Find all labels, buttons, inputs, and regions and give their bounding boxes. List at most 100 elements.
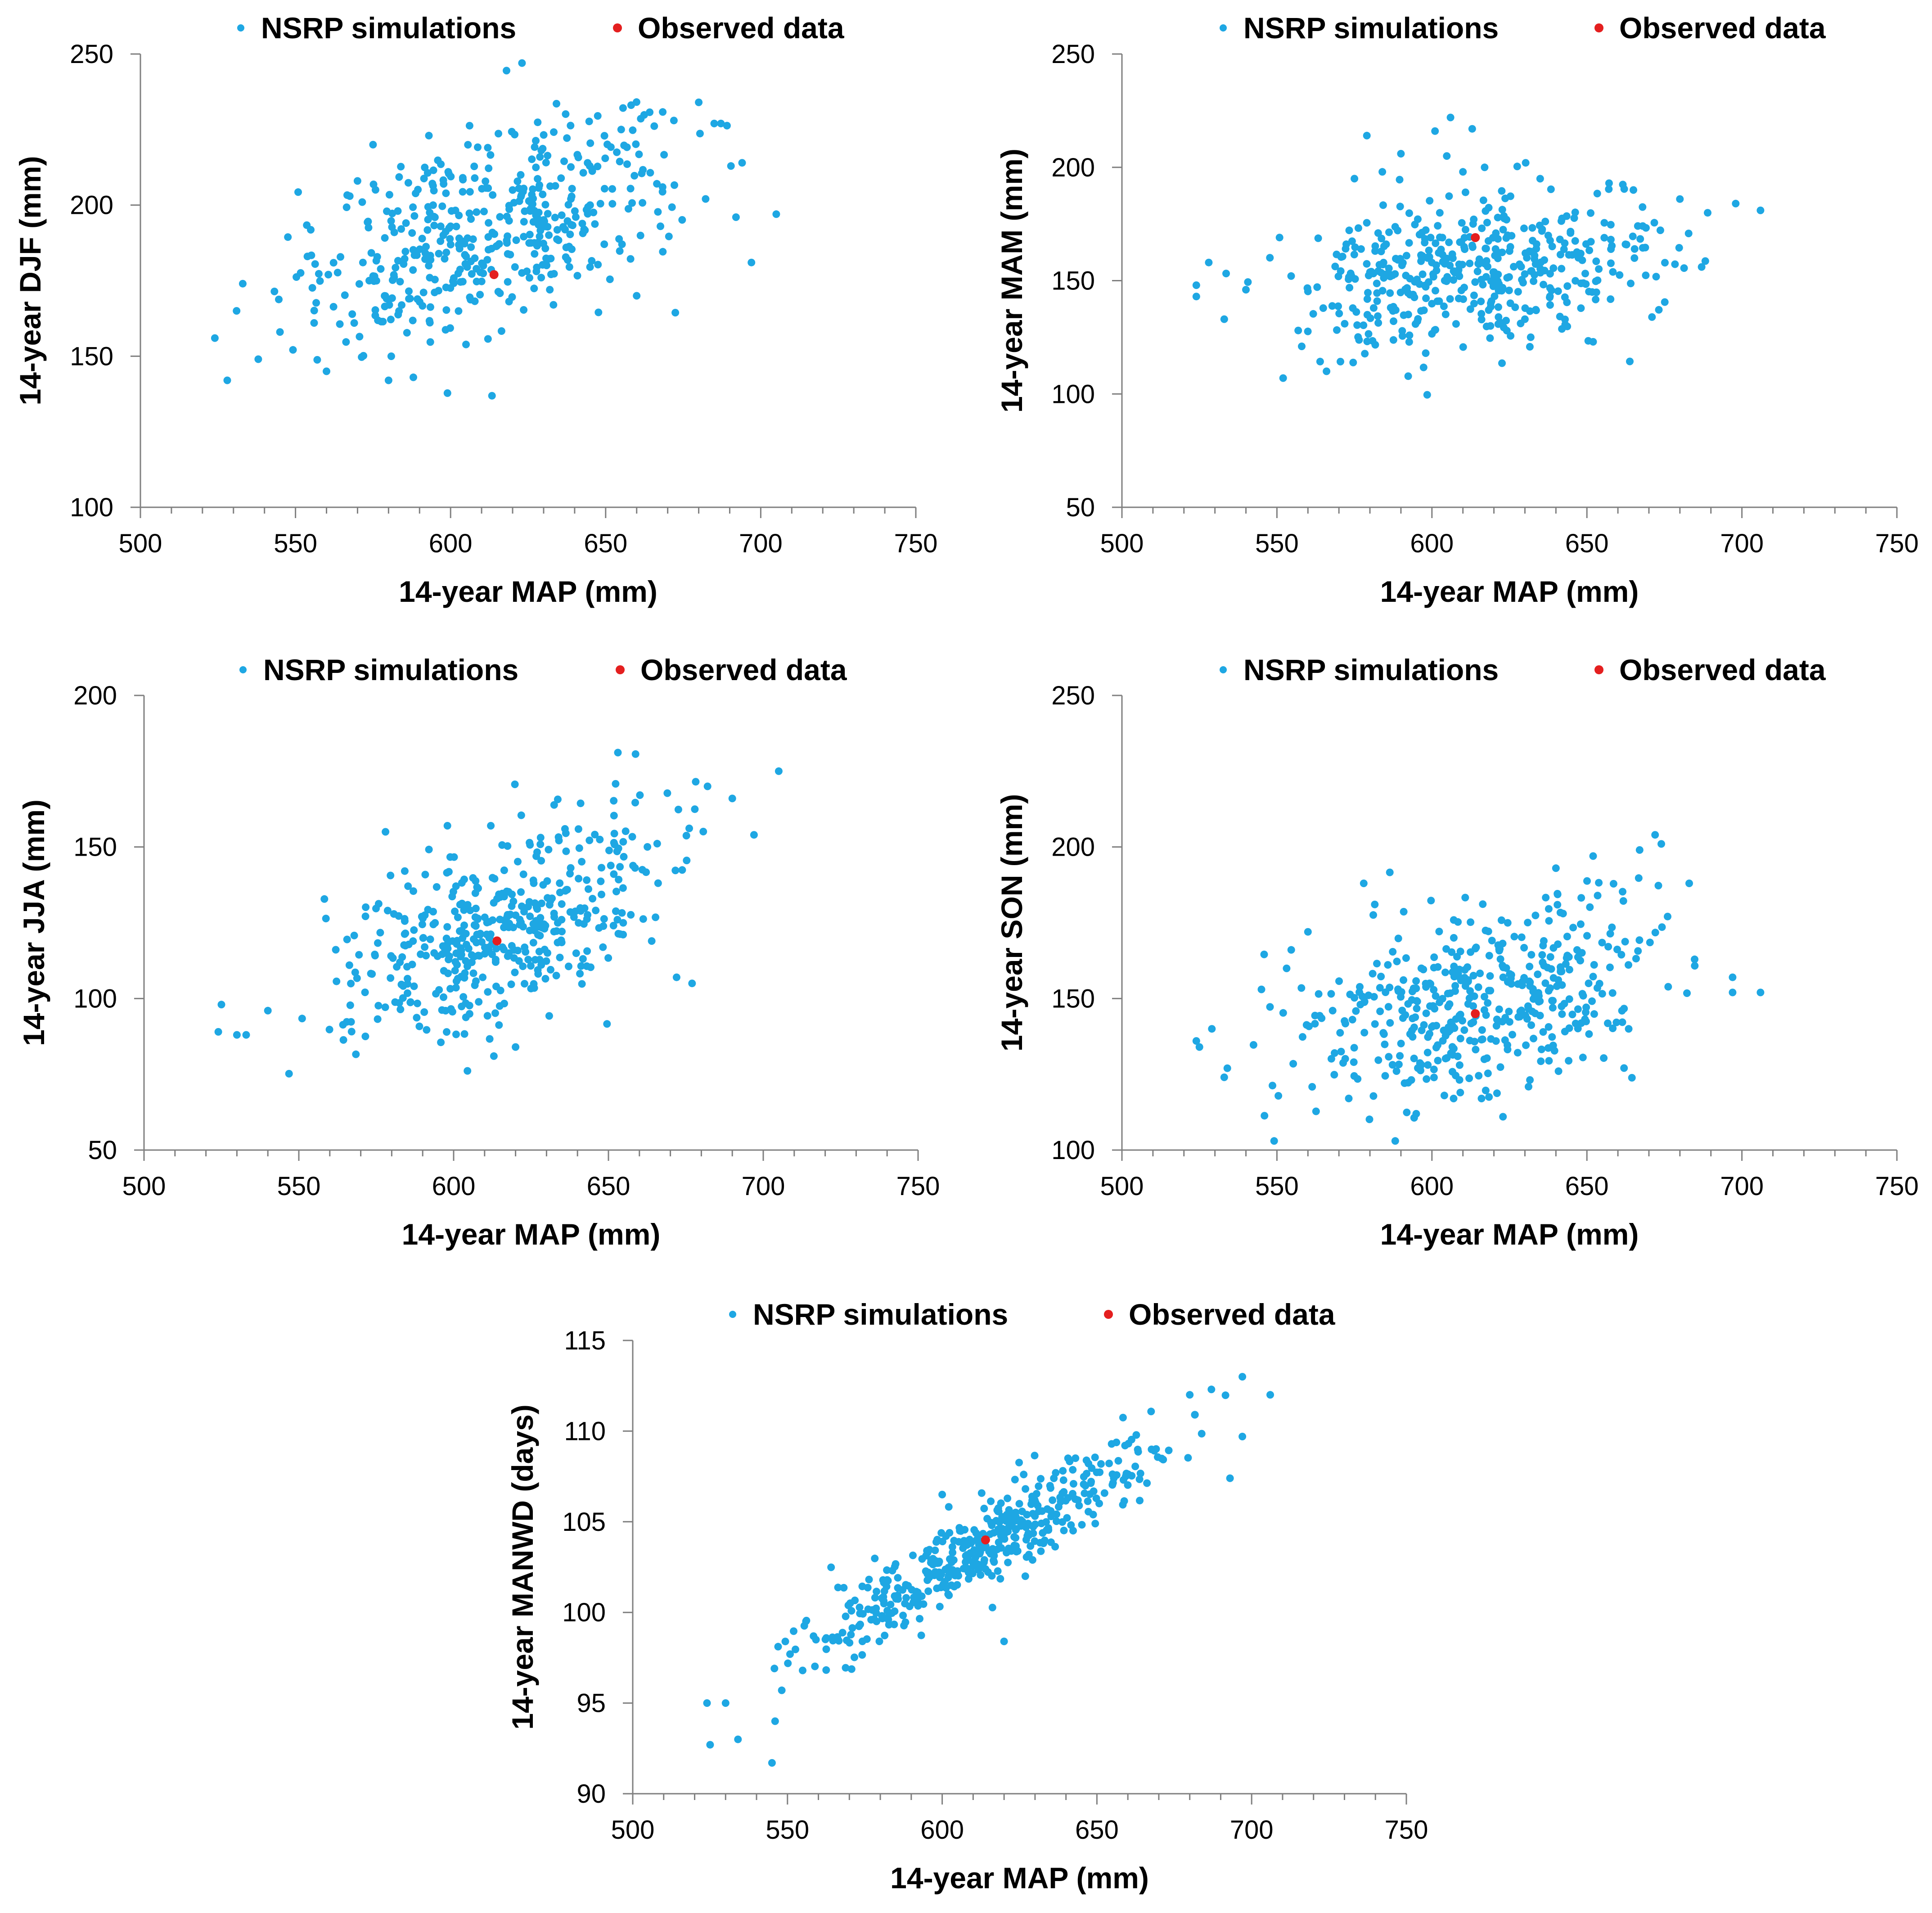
sim-point <box>1680 264 1688 272</box>
sim-point <box>1346 284 1354 292</box>
sim-point <box>1459 295 1467 303</box>
sim-point <box>1549 1004 1557 1012</box>
sim-point <box>550 909 558 917</box>
sim-point <box>398 953 406 961</box>
sim-point <box>1441 276 1449 284</box>
sim-point <box>1636 235 1644 243</box>
sim-point <box>432 883 441 891</box>
sim-point <box>1407 1076 1415 1084</box>
sim-point <box>682 832 690 839</box>
sim-point <box>671 181 678 189</box>
sim-point <box>1548 997 1556 1005</box>
sim-point <box>880 1587 888 1595</box>
sim-point <box>1436 209 1444 217</box>
sim-point <box>1664 983 1672 991</box>
y-tick-label: 200 <box>1051 153 1095 182</box>
sim-point <box>397 225 405 233</box>
sim-point <box>1266 1003 1274 1011</box>
sim-point <box>1481 163 1489 171</box>
sim-point <box>890 1620 898 1629</box>
sim-point <box>409 316 417 325</box>
sim-point <box>1448 1043 1456 1051</box>
sim-point <box>490 899 498 907</box>
sim-point <box>1081 1489 1089 1498</box>
sim-point <box>558 938 566 947</box>
sim-point <box>1108 1440 1116 1448</box>
sim-point <box>536 232 544 240</box>
sim-point <box>434 287 442 295</box>
sim-point <box>1539 958 1547 966</box>
sim-point <box>1656 226 1664 235</box>
sim-point <box>1136 1470 1144 1477</box>
sim-point <box>1486 972 1494 980</box>
sim-point <box>1568 1011 1576 1019</box>
sim-point <box>320 895 329 903</box>
sim-point <box>585 162 594 170</box>
sim-point <box>1590 1010 1598 1018</box>
sim-point <box>346 1001 354 1009</box>
sim-point <box>546 286 554 294</box>
sim-point <box>1374 267 1383 275</box>
sim-point <box>333 269 342 277</box>
sim-point <box>1455 1076 1464 1084</box>
sim-point <box>790 1627 797 1635</box>
sim-point <box>371 951 379 958</box>
sim-point <box>443 869 451 877</box>
sim-point <box>566 870 574 878</box>
sim-point <box>1410 1023 1418 1031</box>
sim-point <box>1376 1007 1384 1015</box>
sim-point <box>443 1028 450 1036</box>
sim-point <box>612 907 620 915</box>
sim-point <box>347 979 355 988</box>
sim-point <box>1040 1536 1049 1544</box>
sim-point <box>1385 228 1393 236</box>
sim-point <box>1571 237 1579 245</box>
sim-point <box>1552 864 1560 872</box>
sim-point <box>460 1030 468 1038</box>
sim-point <box>980 1504 988 1512</box>
sim-point <box>401 930 409 938</box>
sim-point <box>473 208 481 216</box>
sim-point <box>685 824 693 832</box>
sim-point <box>1482 1011 1490 1019</box>
sim-point <box>636 231 644 239</box>
sim-point <box>636 791 644 799</box>
sim-point <box>1049 1496 1057 1504</box>
sim-point <box>479 262 487 270</box>
sim-point <box>612 780 620 788</box>
sim-point <box>1491 292 1499 300</box>
series-sim <box>1192 831 1765 1145</box>
sim-point <box>1078 1521 1086 1529</box>
sim-point <box>1373 280 1381 288</box>
sim-point <box>1091 1453 1099 1462</box>
sim-point <box>598 890 605 898</box>
sim-point <box>1501 1014 1509 1022</box>
sim-point <box>284 233 292 241</box>
sim-point <box>931 1568 939 1576</box>
sim-point <box>425 131 433 140</box>
sim-point <box>1531 1009 1539 1017</box>
sim-point <box>1732 199 1740 208</box>
sim-point <box>521 207 529 215</box>
sim-point <box>465 1010 473 1018</box>
sim-point <box>476 929 484 938</box>
sim-point <box>626 185 635 193</box>
sim-point <box>1620 1064 1628 1072</box>
sim-point <box>536 834 545 842</box>
sim-point <box>1526 1076 1534 1084</box>
sim-point <box>1600 1054 1608 1062</box>
sim-point <box>1419 966 1428 974</box>
sim-point <box>1331 262 1339 271</box>
sim-point <box>474 952 482 960</box>
sim-point <box>1390 317 1397 325</box>
sim-point <box>1454 970 1462 978</box>
sim-point <box>1100 1489 1108 1497</box>
sim-point <box>1333 250 1341 258</box>
sim-point <box>1541 217 1549 226</box>
sim-point <box>443 389 451 397</box>
sim-point <box>659 108 667 116</box>
sim-point <box>1542 893 1550 902</box>
sim-point <box>1494 303 1502 311</box>
sim-point <box>1011 1475 1019 1484</box>
sim-point <box>1354 224 1362 232</box>
